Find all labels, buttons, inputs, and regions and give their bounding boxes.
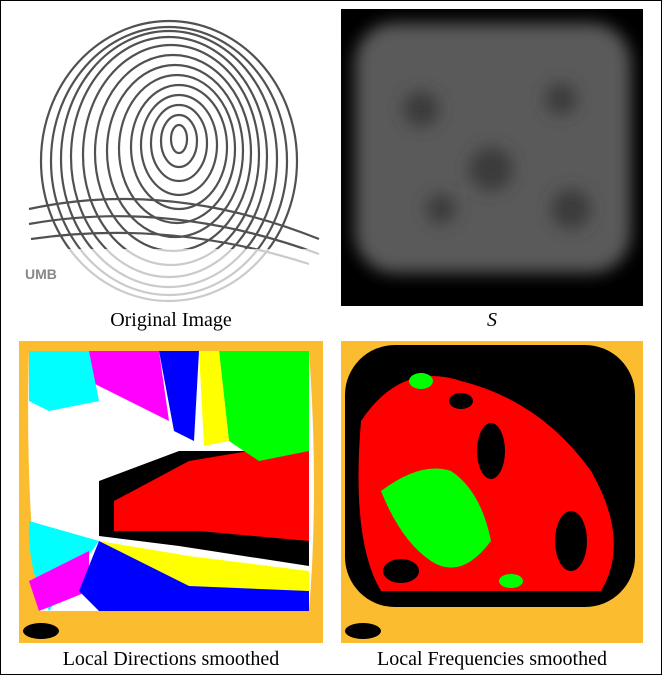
figure: UMB [0, 0, 662, 675]
caption: Local Directions smoothed [11, 648, 331, 671]
caption: Local Frequencies smoothed [332, 648, 652, 671]
s-image [341, 9, 643, 306]
caption: S [332, 309, 652, 332]
image-label: UMB [25, 266, 57, 282]
fingerprint-image: UMB [19, 9, 323, 306]
directions-image [19, 341, 323, 643]
frequencies-image [341, 341, 643, 643]
caption: Original Image [11, 309, 331, 332]
